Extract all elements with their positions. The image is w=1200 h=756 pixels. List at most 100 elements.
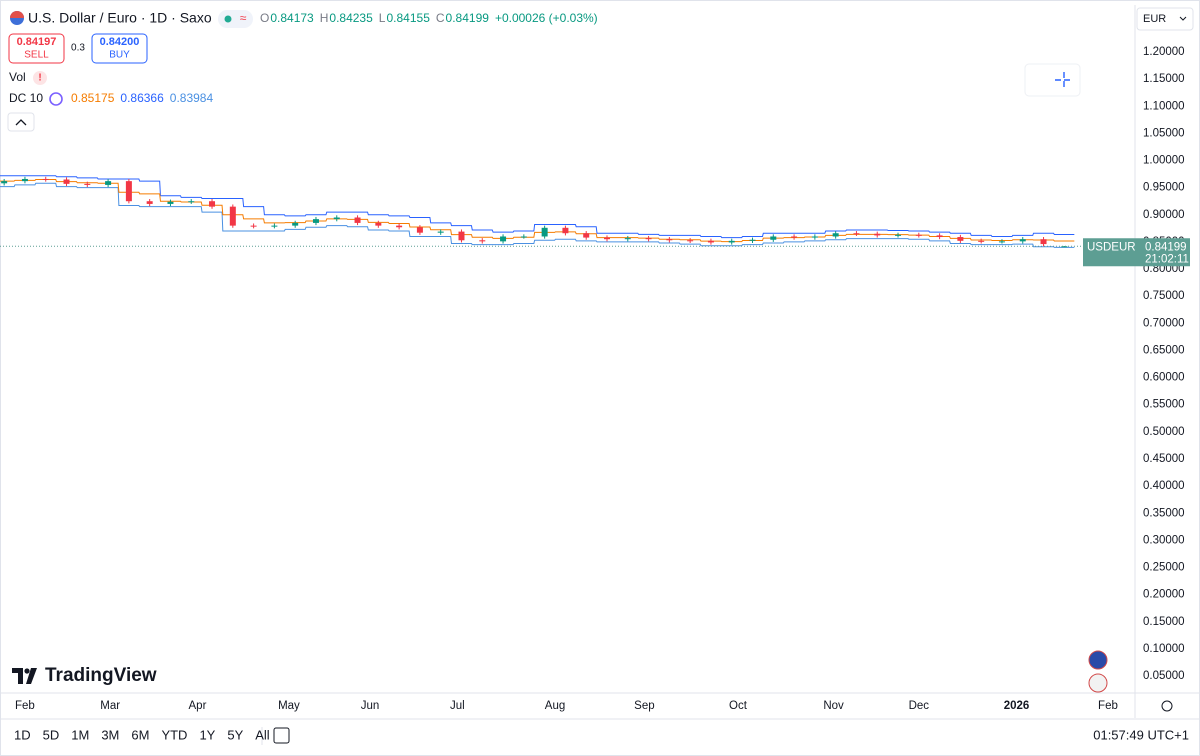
delay-icon: ≈: [240, 11, 247, 25]
crosshair-icon: [1055, 72, 1073, 88]
range-button[interactable]: 3M: [101, 727, 119, 742]
candle-body: [437, 231, 444, 233]
x-tick-label: Jun: [361, 700, 380, 712]
range-button[interactable]: All: [255, 727, 270, 742]
candle-body: [707, 240, 714, 243]
range-button[interactable]: 1D: [14, 727, 31, 742]
candle-body: [728, 240, 735, 243]
range-button[interactable]: 5Y: [227, 727, 243, 742]
candle-body: [312, 219, 319, 223]
status-badge[interactable]: [218, 10, 253, 28]
candle-body: [770, 236, 777, 240]
candle-body: [479, 240, 486, 242]
y-tick-label: 0.40000: [1143, 480, 1185, 492]
buy-price: 0.84200: [100, 36, 140, 48]
candle-body: [1040, 239, 1047, 245]
x-tick-label: Aug: [545, 700, 565, 712]
ohlc-value: 0.84155: [386, 11, 430, 25]
symbol-title[interactable]: U.S. Dollar / Euro · 1D · Saxo: [28, 10, 212, 26]
buy-label: BUY: [109, 50, 130, 61]
x-tick-label: Apr: [189, 700, 207, 712]
range-button[interactable]: 1Y: [199, 727, 215, 742]
candle-body: [105, 181, 112, 185]
candle-body: [500, 236, 507, 242]
indicator-value: 0.86366: [120, 91, 164, 105]
last-price-box: [1083, 238, 1190, 267]
candle-body: [229, 206, 236, 226]
y-tick-label: 0.30000: [1143, 534, 1185, 546]
x-tick-label: Feb: [1098, 700, 1118, 712]
x-tick-label: May: [278, 700, 300, 712]
range-button[interactable]: YTD: [161, 727, 187, 742]
y-tick-label: 0.70000: [1143, 317, 1185, 329]
y-tick-label: 1.10000: [1143, 100, 1185, 112]
currency: EUR: [1143, 13, 1166, 25]
ohlc-value: 0.84199: [446, 11, 490, 25]
y-tick-label: 0.55000: [1143, 399, 1185, 411]
candle-body: [271, 225, 278, 227]
range-button[interactable]: 1M: [71, 727, 89, 742]
logo-text[interactable]: TradingView: [45, 665, 157, 686]
x-tick-label: Oct: [729, 700, 748, 712]
candle-body: [853, 233, 860, 235]
candle-body: [645, 238, 652, 240]
ohlc-legend: O 0.84173 H 0.84235 L 0.84155 C 0.84199 +0.00026…: [260, 11, 598, 25]
candle-body: [874, 233, 881, 236]
last-price-time: 21:02:11: [1145, 253, 1189, 265]
volume-warning[interactable]: [33, 71, 47, 85]
last-price-value: 0.84199: [1145, 241, 1187, 253]
y-tick-label: 0.90000: [1143, 209, 1185, 221]
candle-body: [978, 240, 985, 242]
buy-button[interactable]: [91, 33, 148, 64]
eur-flag: [1088, 650, 1108, 670]
drawing-widget[interactable]: [1024, 63, 1081, 97]
candle-body: [188, 201, 195, 203]
candle-body: [520, 236, 527, 238]
y-tick-label: 0.50000: [1143, 426, 1185, 438]
sell-label: SELL: [24, 50, 49, 61]
candle-body: [1, 181, 8, 184]
collapse-legend-button[interactable]: [7, 112, 35, 132]
plot-area: [0, 175, 1083, 248]
x-tick-label: 2026: [1004, 700, 1030, 712]
donchian-basis: [0, 179, 1075, 243]
x-tick-label: Jul: [450, 700, 465, 712]
y-tick-label: 0.10000: [1143, 643, 1185, 655]
candle-body: [811, 236, 818, 238]
ohlc-label: H: [320, 11, 329, 25]
y-tick-label: 0.15000: [1143, 616, 1185, 628]
logo-dot: [24, 668, 30, 674]
y-tick-label: 0.65000: [1143, 344, 1185, 356]
candle-body: [84, 183, 91, 185]
currency-chevron: [1179, 16, 1187, 21]
clock[interactable]: 01:57:49 UTC+1: [1093, 727, 1189, 742]
volume-legend[interactable]: Vol: [9, 70, 26, 84]
candle-body: [936, 235, 943, 238]
y-tick-label: 0.35000: [1143, 507, 1185, 519]
candle-body: [832, 233, 839, 237]
currency-selector[interactable]: [1136, 7, 1194, 31]
candle-body: [749, 239, 756, 241]
candle-body: [63, 179, 70, 184]
range-button[interactable]: 6M: [131, 727, 149, 742]
price-change: +0.00026 (+0.03%): [495, 11, 598, 25]
x-tick-label: Nov: [823, 700, 844, 712]
candle-body: [915, 234, 922, 236]
settings-icon[interactable]: [1161, 700, 1173, 712]
y-tick-label: 0.25000: [1143, 562, 1185, 574]
candle-body: [687, 240, 694, 242]
candle-body: [375, 222, 382, 226]
range-button[interactable]: 5D: [43, 727, 60, 742]
ohlc-label: C: [436, 11, 445, 25]
indicator-loading-icon: [49, 92, 63, 106]
sell-button[interactable]: [8, 33, 65, 64]
indicator-name[interactable]: DC 10: [9, 91, 43, 105]
candle-body: [1019, 239, 1026, 242]
date-range-icon[interactable]: [273, 727, 290, 744]
candle-body: [42, 178, 49, 180]
candle-body: [250, 225, 257, 227]
candle-body: [416, 227, 423, 233]
collapse-icon: [15, 119, 27, 126]
